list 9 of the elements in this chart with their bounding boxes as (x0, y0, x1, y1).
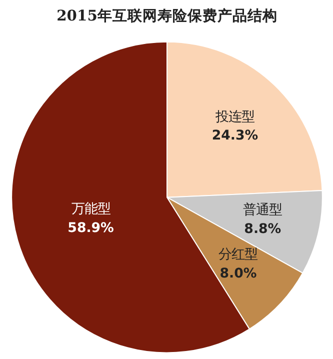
chart-title: 2015年互联网寿险保费产品结构 (56, 8, 278, 25)
data-label: 8.0% (220, 266, 257, 282)
slice-label: 万能型 (71, 202, 110, 218)
data-label: 24.3% (212, 128, 258, 144)
slice-label: 投连型 (214, 110, 254, 125)
data-label: 58.9% (68, 220, 114, 236)
data-label: 8.8% (244, 222, 282, 237)
slice-label: 分红型 (218, 248, 258, 263)
slice-label: 普通型 (243, 202, 282, 218)
